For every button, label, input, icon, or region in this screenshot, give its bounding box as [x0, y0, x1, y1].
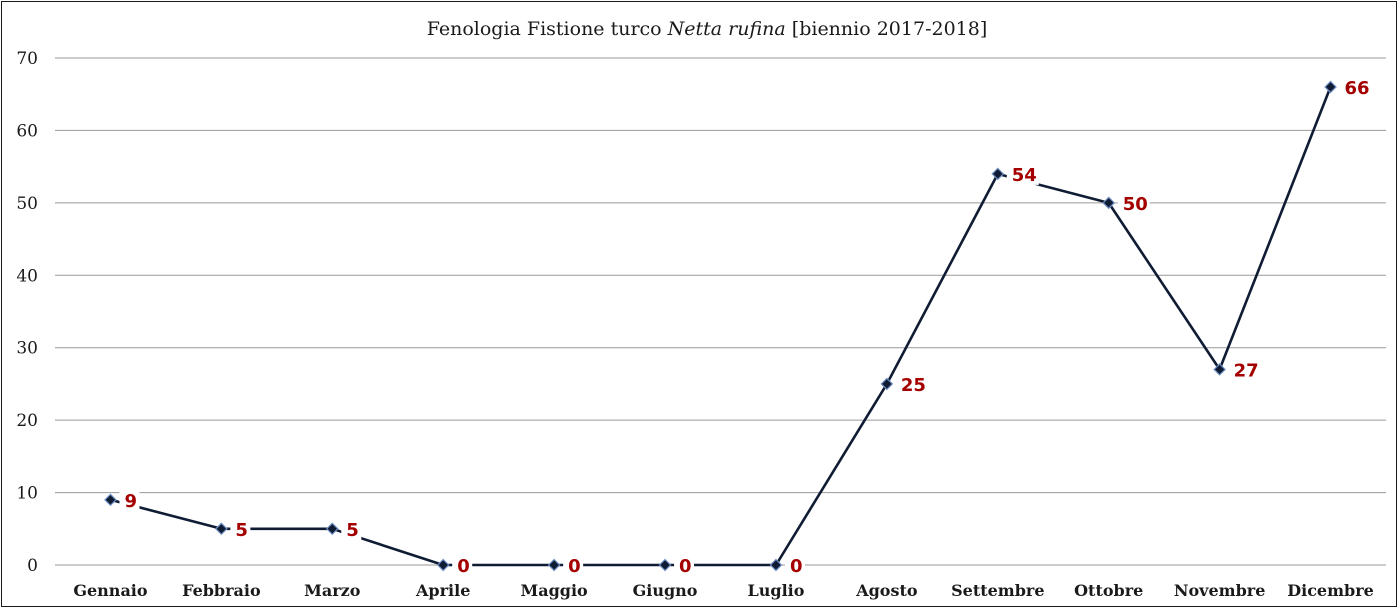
chart-title: Fenologia Fistione turco Netta rufina [b…: [427, 18, 988, 40]
data-label-background: [784, 554, 805, 576]
data-label: 5: [235, 520, 248, 541]
y-tick-label: 50: [16, 194, 38, 214]
data-label: 0: [679, 556, 692, 577]
y-tick-label: 10: [16, 484, 38, 504]
chart-title-suffix: [biennio 2017-2018]: [786, 18, 988, 40]
data-label: 5: [346, 520, 359, 541]
data-point-marker: [325, 522, 339, 536]
data-label-background: [895, 372, 928, 395]
data-point-marker: [547, 558, 561, 572]
data-label-background: [1339, 75, 1372, 98]
marker-layer: [104, 80, 1337, 572]
chart-title-species: Netta rufina: [667, 18, 786, 40]
x-tick-label: Febbraio: [182, 581, 261, 600]
chart-title-prefix: Fenologia Fistione turco: [427, 18, 668, 40]
data-label: 0: [457, 556, 470, 577]
data-point-marker: [215, 522, 228, 536]
data-label-background: [563, 554, 584, 576]
data-label-background: [341, 517, 362, 540]
x-tick-label: Giugno: [633, 581, 698, 600]
data-point-marker: [1102, 196, 1116, 210]
x-tick-label: Ottobre: [1074, 581, 1143, 600]
y-tick-label: 40: [16, 266, 38, 286]
x-tick-label: Gennaio: [73, 581, 148, 600]
data-label: 25: [901, 375, 926, 396]
y-axis-tick-labels: 0 10 20 30 40 50 60 70: [16, 49, 38, 576]
y-tick-label: 70: [16, 49, 38, 69]
data-label: 27: [1234, 360, 1259, 381]
data-label: 9: [124, 491, 137, 512]
x-tick-label: Agosto: [855, 581, 918, 600]
x-tick-label: Maggio: [521, 581, 589, 600]
data-label: 0: [568, 556, 581, 577]
data-label-background: [1228, 358, 1261, 381]
data-label-background: [119, 488, 140, 511]
y-tick-label: 0: [27, 556, 38, 576]
data-point-marker: [1213, 363, 1226, 376]
y-tick-label: 20: [16, 411, 38, 431]
x-tick-label: Dicembre: [1287, 581, 1374, 600]
x-tick-label: Settembre: [951, 581, 1044, 600]
data-label: 50: [1123, 194, 1148, 215]
data-label: 0: [790, 556, 803, 577]
data-label: 54: [1012, 165, 1037, 186]
data-point-marker: [658, 558, 672, 572]
data-point-marker: [104, 493, 117, 507]
data-label-background: [452, 554, 473, 576]
x-tick-label: Luglio: [748, 581, 805, 600]
x-axis-tick-labels: Gennaio Febbraio Marzo Aprile Maggio Giugno Lu…: [73, 581, 1374, 600]
data-label-background: [230, 517, 251, 540]
data-label: 66: [1345, 78, 1370, 99]
x-tick-label: Aprile: [415, 581, 470, 600]
y-tick-label: 60: [16, 121, 38, 141]
data-label-background: [674, 554, 695, 576]
data-point-marker: [769, 558, 783, 572]
data-label-background: [1006, 162, 1039, 185]
grid-lines: [55, 57, 1386, 566]
data-point-marker: [880, 377, 894, 391]
x-tick-label: Novembre: [1174, 581, 1266, 600]
series-line: [110, 86, 1332, 567]
data-label-background: [1117, 191, 1150, 214]
y-tick-label: 30: [16, 339, 38, 359]
series-layer: [110, 86, 1332, 567]
x-tick-label: Marzo: [304, 581, 361, 600]
data-point-marker: [1324, 80, 1337, 94]
data-point-marker: [991, 167, 1005, 181]
data-point-marker: [436, 558, 450, 572]
